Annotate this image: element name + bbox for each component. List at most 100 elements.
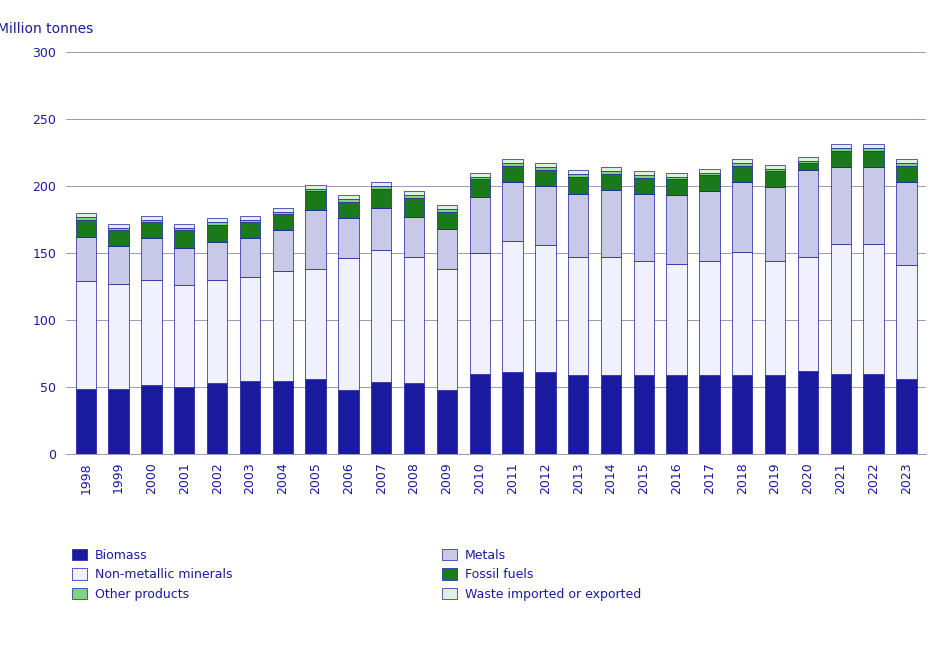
Bar <box>174 286 194 387</box>
Bar <box>534 373 555 454</box>
Bar <box>305 191 326 210</box>
Bar <box>895 265 916 379</box>
Bar <box>403 217 424 257</box>
Bar <box>109 230 128 247</box>
Bar <box>764 188 784 261</box>
Bar <box>764 171 784 188</box>
Legend: Metals, Fossil fuels, Waste imported or exported: Metals, Fossil fuels, Waste imported or … <box>442 549 640 600</box>
Bar <box>863 151 883 167</box>
Bar <box>371 189 391 208</box>
Bar <box>797 164 818 170</box>
Bar <box>76 281 96 389</box>
Bar <box>436 205 457 209</box>
Bar <box>699 375 719 454</box>
Bar <box>272 271 293 380</box>
Bar <box>109 224 128 228</box>
Bar <box>207 280 228 383</box>
Bar <box>863 374 883 454</box>
Bar <box>240 277 260 380</box>
Bar <box>338 195 358 199</box>
Bar <box>338 390 358 454</box>
Bar <box>764 169 784 171</box>
Bar <box>502 182 522 241</box>
Bar <box>174 387 194 454</box>
Bar <box>633 175 653 178</box>
Bar <box>732 159 751 164</box>
Bar <box>436 212 457 229</box>
Bar <box>732 164 751 166</box>
Bar <box>436 229 457 269</box>
Bar <box>109 284 128 389</box>
Bar <box>109 389 128 454</box>
Bar <box>272 212 293 214</box>
Bar <box>403 195 424 198</box>
Bar <box>240 215 260 219</box>
Bar <box>371 382 391 454</box>
Bar <box>76 217 96 219</box>
Bar <box>240 219 260 222</box>
Bar <box>142 385 161 454</box>
Bar <box>732 166 751 182</box>
Bar <box>174 228 194 230</box>
Bar <box>633 261 653 375</box>
Bar <box>272 380 293 454</box>
Text: Million tonnes: Million tonnes <box>0 22 93 36</box>
Bar <box>469 253 489 374</box>
Bar <box>732 182 751 252</box>
Bar <box>469 173 489 177</box>
Bar <box>830 244 850 374</box>
Bar <box>797 156 818 160</box>
Bar <box>338 258 358 390</box>
Bar <box>863 145 883 149</box>
Bar <box>567 375 588 454</box>
Bar <box>174 230 194 248</box>
Bar <box>76 213 96 217</box>
Bar <box>600 167 620 171</box>
Bar <box>403 257 424 383</box>
Bar <box>666 177 686 179</box>
Bar <box>142 219 161 222</box>
Bar <box>666 264 686 375</box>
Bar <box>830 167 850 244</box>
Bar <box>895 166 916 182</box>
Bar <box>567 177 588 194</box>
Bar <box>600 257 620 375</box>
Bar <box>699 169 719 173</box>
Bar <box>338 218 358 258</box>
Bar <box>732 252 751 375</box>
Bar <box>699 261 719 375</box>
Bar <box>469 197 489 253</box>
Bar <box>666 179 686 195</box>
Bar <box>502 159 522 164</box>
Bar <box>371 208 391 251</box>
Bar <box>797 257 818 371</box>
Bar <box>534 164 555 167</box>
Bar <box>534 245 555 373</box>
Bar <box>895 164 916 166</box>
Bar <box>732 375 751 454</box>
Bar <box>502 164 522 166</box>
Bar <box>403 191 424 195</box>
Bar <box>240 238 260 277</box>
Bar <box>469 179 489 197</box>
Bar <box>534 170 555 186</box>
Bar <box>207 218 228 222</box>
Bar <box>797 170 818 257</box>
Bar <box>600 171 620 174</box>
Bar <box>338 199 358 202</box>
Bar <box>600 375 620 454</box>
Bar <box>338 202 358 218</box>
Bar <box>174 224 194 228</box>
Bar <box>469 374 489 454</box>
Bar <box>699 175 719 191</box>
Bar <box>502 373 522 454</box>
Bar <box>240 222 260 238</box>
Bar <box>207 383 228 454</box>
Bar <box>305 379 326 454</box>
Bar <box>403 198 424 217</box>
Bar <box>830 151 850 167</box>
Bar <box>371 186 391 189</box>
Bar <box>699 173 719 175</box>
Bar <box>371 182 391 186</box>
Bar <box>371 251 391 382</box>
